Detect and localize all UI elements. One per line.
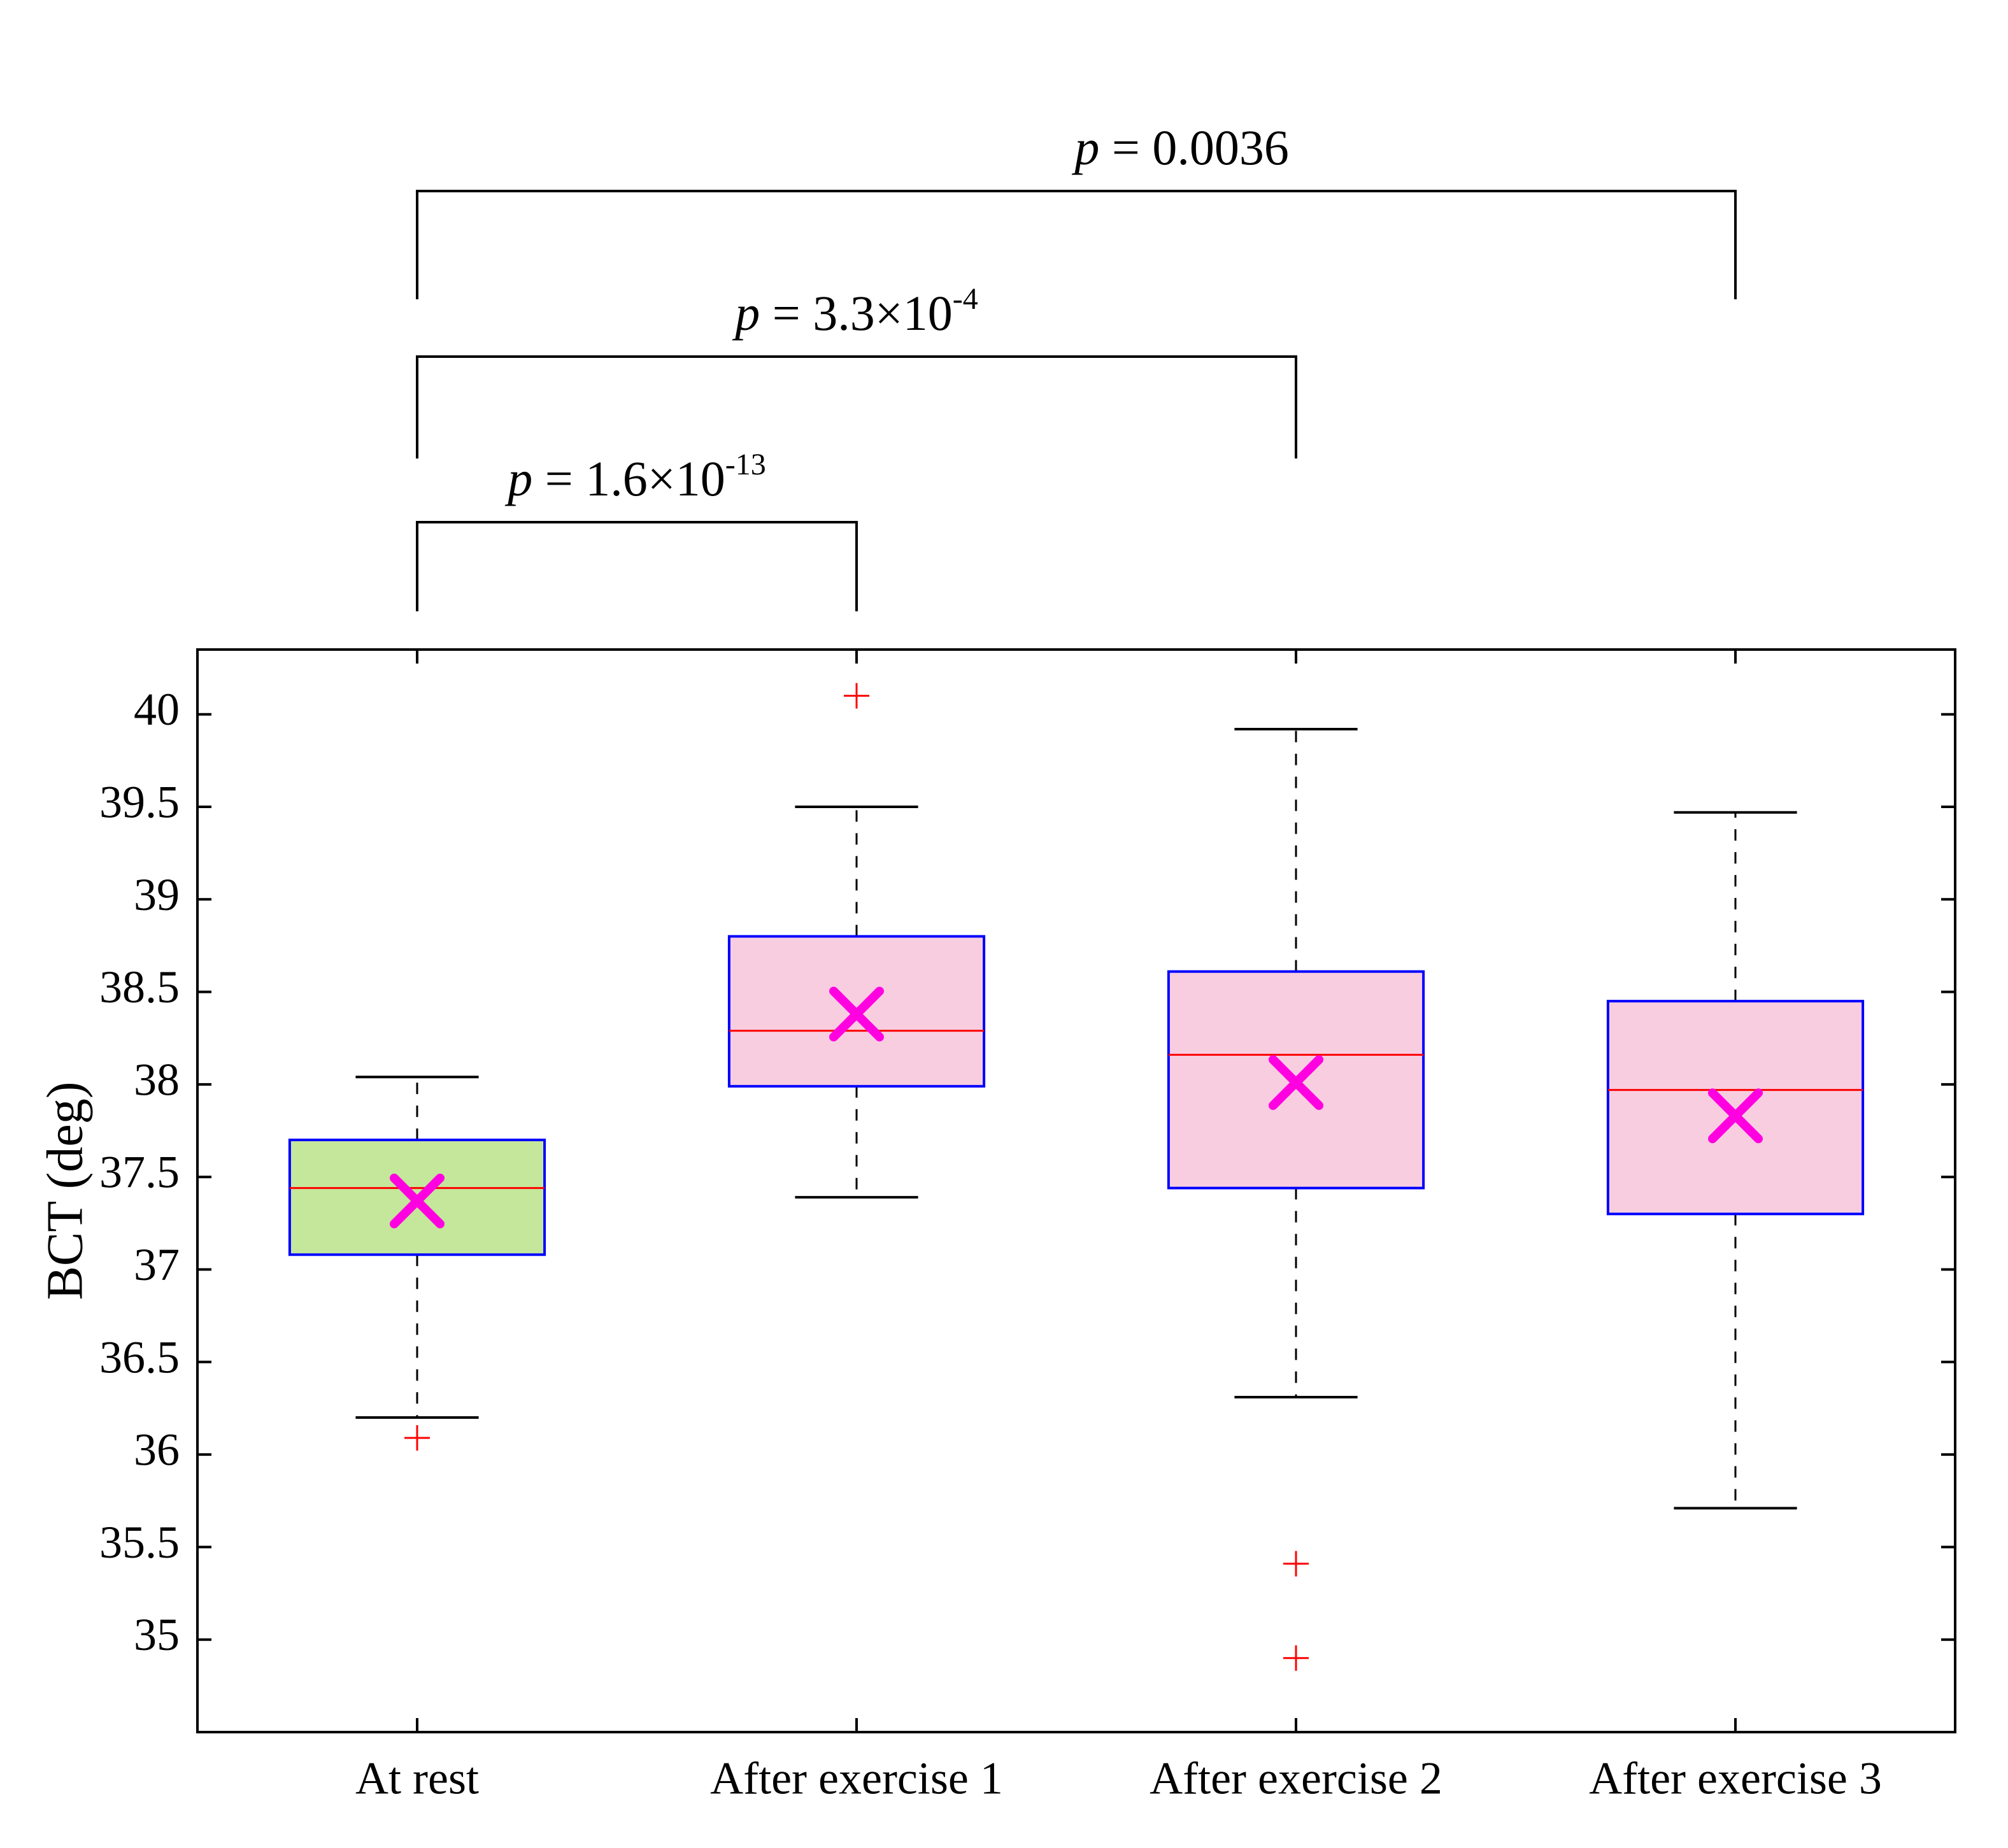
y-tick-label: 35 bbox=[134, 1609, 180, 1660]
y-tick-label: 38.5 bbox=[99, 962, 180, 1013]
y-tick-label: 38 bbox=[134, 1054, 180, 1105]
boxplot-chart: 35 35.5 36 36.5 37 37.5 38 38.5 39 39.5 40 BCT (deg… bbox=[0, 0, 2008, 1848]
y-tick-label: 39 bbox=[134, 869, 180, 920]
y-tick-label: 37.5 bbox=[99, 1147, 180, 1198]
y-tick-label: 40 bbox=[134, 684, 180, 735]
box bbox=[1608, 1001, 1863, 1214]
x-tick-label: After exercise 1 bbox=[710, 1753, 1003, 1804]
y-tick-label: 39.5 bbox=[99, 777, 180, 828]
p-value-label: p = 3.3×10-4 bbox=[732, 282, 978, 341]
y-tick-label: 35.5 bbox=[99, 1517, 180, 1568]
p-value-label: p = 0.0036 bbox=[1071, 120, 1289, 175]
x-tick-label: At rest bbox=[355, 1753, 479, 1804]
x-tick-label: After exercise 2 bbox=[1150, 1753, 1442, 1804]
y-axis-label: BCT (deg) bbox=[37, 1082, 93, 1300]
x-tick-label: After exercise 3 bbox=[1589, 1753, 1882, 1804]
y-tick-label: 37 bbox=[134, 1239, 180, 1290]
y-tick-label: 36 bbox=[134, 1425, 180, 1475]
y-tick-label: 36.5 bbox=[99, 1332, 180, 1382]
